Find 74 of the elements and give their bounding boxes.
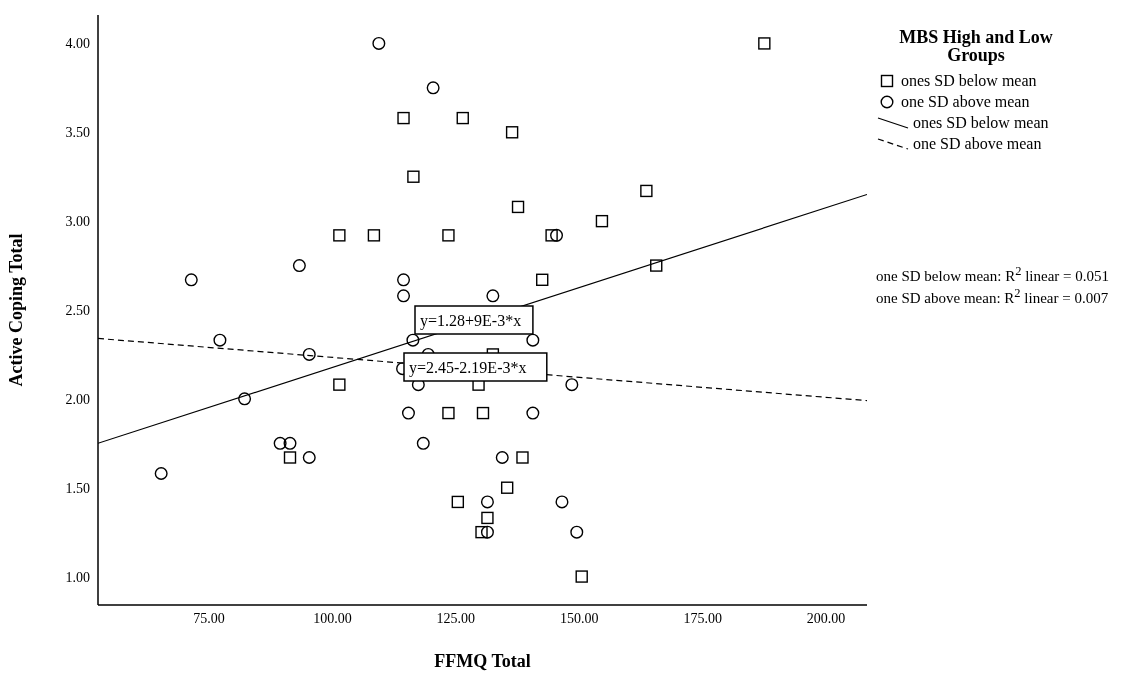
point xyxy=(213,333,227,347)
y-tick-label: 1.50 xyxy=(65,480,90,496)
point xyxy=(476,406,490,420)
y-tick-label: 2.00 xyxy=(65,391,90,407)
point xyxy=(640,184,653,198)
point xyxy=(302,347,316,361)
legend-label: one SD above mean xyxy=(913,134,1042,153)
point xyxy=(480,495,494,509)
point xyxy=(302,451,316,464)
point xyxy=(292,259,306,273)
text: one SD below mean: R$^{2}$ linear = 0.051 xyxy=(876,263,1110,285)
point xyxy=(401,406,415,420)
x-tick-label: 100.00 xyxy=(313,610,352,626)
point xyxy=(372,36,386,50)
y-tick-label: 3.50 xyxy=(65,125,90,141)
point xyxy=(283,451,297,464)
x-axis-title: FFMQ Total xyxy=(434,651,531,671)
point xyxy=(184,273,198,287)
point xyxy=(565,378,579,392)
y-tick-label: 3.00 xyxy=(65,214,90,230)
point xyxy=(397,273,411,287)
point xyxy=(595,214,609,228)
point xyxy=(526,406,540,420)
point xyxy=(442,229,455,242)
point xyxy=(273,436,287,450)
point xyxy=(481,511,494,525)
point xyxy=(486,289,500,303)
point xyxy=(545,229,558,242)
text: one SD above mean: R$^{2}$ linear = 0.007 xyxy=(876,285,1110,307)
x-tick-label: 150.00 xyxy=(559,610,599,626)
point xyxy=(451,495,465,509)
point xyxy=(238,392,252,406)
point xyxy=(511,200,525,214)
annotation: y=1.28+9E-3*x xyxy=(420,312,522,330)
annotation: y=2.45-2.19E-3*x xyxy=(409,359,527,377)
point xyxy=(475,525,488,539)
point xyxy=(570,525,584,539)
point xyxy=(397,111,410,125)
point xyxy=(500,481,514,494)
x-tick-label: 75.00 xyxy=(193,610,225,626)
point xyxy=(575,570,588,583)
point xyxy=(397,289,411,303)
y-tick-label: 4.00 xyxy=(65,36,90,52)
point xyxy=(407,170,420,183)
point xyxy=(283,436,297,450)
legend-label: ones SD below mean xyxy=(913,113,1049,132)
point xyxy=(505,126,519,139)
point xyxy=(758,37,771,50)
point xyxy=(456,111,469,125)
point xyxy=(650,259,663,272)
point xyxy=(154,466,168,480)
point xyxy=(333,378,346,391)
x-tick-label: 200.00 xyxy=(806,610,846,626)
point xyxy=(367,229,381,242)
x-tick-label: 175.00 xyxy=(683,610,722,626)
point xyxy=(416,436,430,450)
point xyxy=(555,495,569,509)
x-tick-label: 125.00 xyxy=(436,610,476,626)
point xyxy=(526,333,540,347)
legend-label: one SD above mean xyxy=(901,92,1030,111)
y-axis-title: Active Coping Total xyxy=(6,233,27,387)
legend-label: ones SD below mean xyxy=(901,71,1037,90)
point xyxy=(550,228,564,242)
point xyxy=(406,333,420,347)
point xyxy=(495,451,509,464)
point xyxy=(536,273,549,286)
point xyxy=(442,406,455,420)
point xyxy=(480,525,494,539)
point xyxy=(516,451,529,464)
y-tick-label: 1.00 xyxy=(65,569,90,585)
legend-title: MBS High and Low Groups xyxy=(898,27,1054,65)
point xyxy=(333,229,346,242)
point xyxy=(426,81,440,95)
y-tick-label: 2.50 xyxy=(65,302,90,318)
